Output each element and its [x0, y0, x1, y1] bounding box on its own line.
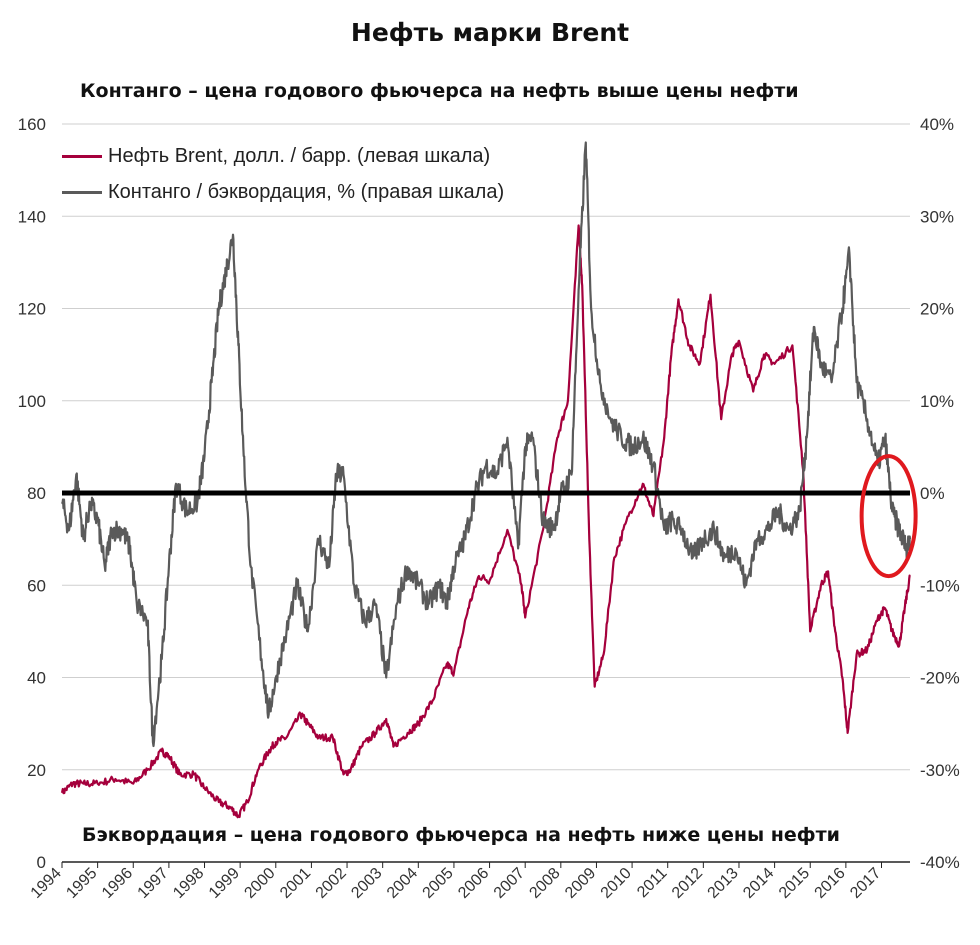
x-tick-label: 2005: [420, 865, 457, 902]
x-tick-label: 2004: [384, 865, 421, 902]
y-right-tick-label: 40%: [920, 115, 954, 134]
x-tick-label: 1994: [28, 865, 65, 902]
x-tick-label: 2014: [740, 865, 777, 902]
contango-annotation: Контанго – цена годового фьючерса на неф…: [80, 80, 799, 102]
x-tick-label: 2006: [455, 865, 492, 902]
x-tick-label: 2008: [526, 865, 563, 902]
x-tick-label: 2017: [847, 865, 884, 902]
y-right-tick-label: 20%: [920, 300, 954, 319]
y-left-tick-label: 160: [18, 115, 46, 134]
x-tick-label: 2011: [634, 865, 670, 901]
y-left-tick-label: 140: [18, 207, 46, 226]
highlight-ellipse: [859, 454, 918, 579]
y-right-tick-label: 10%: [920, 392, 954, 411]
chart-title: Нефть марки Brent: [350, 18, 630, 47]
y-left-tick-label: 0: [37, 853, 46, 872]
x-tick-label: 2016: [812, 865, 849, 902]
x-tick-label: 2001: [277, 865, 314, 902]
x-tick-label: 2009: [562, 865, 599, 902]
y-left-tick-label: 60: [27, 576, 46, 595]
y-right-tick-label: -20%: [920, 669, 960, 688]
legend-item-contango: Контанго / бэквордация, % (правая шкала): [62, 174, 504, 210]
x-tick-label: 1995: [63, 865, 100, 902]
x-tick-label: 2010: [598, 865, 635, 902]
y-right-tick-label: 30%: [920, 207, 954, 226]
y-left-tick-label: 100: [18, 392, 46, 411]
y-left-tick-label: 80: [27, 484, 46, 503]
x-tick-label: 2000: [241, 865, 278, 902]
legend-swatch-brent: [62, 154, 102, 158]
brent-price-line: [60, 224, 911, 819]
legend: Нефть Brent, долл. / барр. (левая шкала)…: [62, 138, 504, 210]
x-tick-label: 2015: [776, 865, 813, 902]
x-tick-label: 1998: [170, 865, 207, 902]
y-left-tick-label: 40: [27, 669, 46, 688]
legend-label-brent: Нефть Brent, долл. / барр. (левая шкала): [108, 144, 491, 167]
contango-line: [61, 141, 912, 748]
x-tick-label: 2003: [348, 865, 385, 902]
y-right-tick-label: -10%: [920, 576, 960, 595]
y-right-tick-label: -30%: [920, 761, 960, 780]
x-tick-label: 1997: [135, 865, 172, 902]
legend-item-brent: Нефть Brent, долл. / барр. (левая шкала): [62, 138, 504, 174]
y-right-tick-label: -40%: [920, 853, 960, 872]
y-left-tick-label: 20: [27, 761, 46, 780]
legend-swatch-contango: [62, 190, 102, 194]
x-tick-label: 1996: [99, 865, 136, 902]
legend-label-contango: Контанго / бэквордация, % (правая шкала): [108, 180, 505, 203]
backwardation-annotation: Бэквордация – цена годового фьючерса на …: [82, 824, 840, 846]
y-left-tick-label: 120: [18, 300, 46, 319]
y-right-tick-label: 0%: [920, 484, 945, 503]
x-tick-label: 2002: [313, 865, 350, 902]
x-tick-label: 1999: [206, 865, 243, 902]
x-tick-label: 2012: [669, 865, 706, 902]
x-tick-label: 2007: [491, 865, 528, 902]
x-tick-label: 2013: [705, 865, 742, 902]
